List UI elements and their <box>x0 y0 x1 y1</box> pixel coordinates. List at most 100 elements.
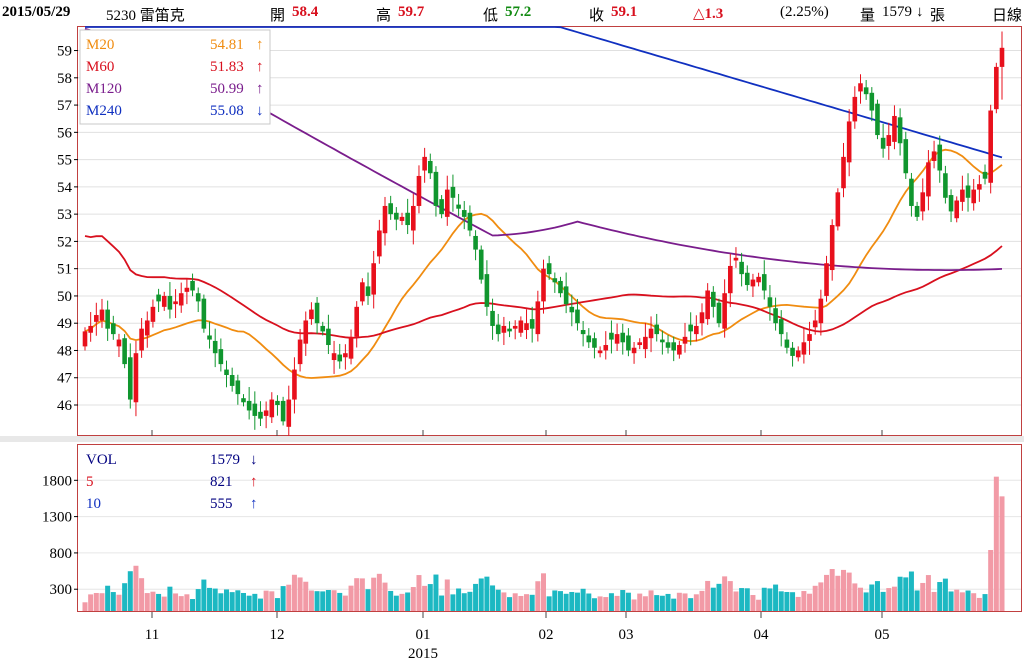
volume-bar-up <box>846 572 852 611</box>
close-value: 59.1 <box>611 4 638 20</box>
volume-bar-down <box>252 593 258 611</box>
candle-down <box>473 235 478 250</box>
candle-up <box>354 306 360 337</box>
candle-up <box>263 410 269 416</box>
volume-bar-up <box>376 573 382 611</box>
candle-up <box>994 66 999 110</box>
volume-bar-down <box>546 596 552 611</box>
candle-down <box>456 204 461 209</box>
candle-up <box>518 320 524 333</box>
volume-bar-down <box>433 574 439 611</box>
volume-bar-down <box>942 578 948 611</box>
candle-down <box>744 272 750 286</box>
price-tick-label: 52 <box>57 234 72 250</box>
volume-bar-down <box>473 583 479 611</box>
stock-name: 5230 雷笛克 <box>106 8 185 24</box>
candle-up <box>920 192 926 212</box>
candle-down <box>275 400 280 406</box>
volume-bar-down <box>767 588 773 611</box>
candle-down <box>711 291 716 307</box>
x-tick-label: 04 <box>754 627 770 643</box>
volume-bar-up <box>852 583 858 611</box>
candle-up <box>699 312 705 324</box>
candle-up <box>524 323 529 331</box>
candle-down <box>229 375 235 386</box>
low-value: 57.2 <box>505 4 532 20</box>
price-tick-label: 57 <box>57 98 73 114</box>
volume-bar-down <box>874 581 880 611</box>
candle-down <box>218 349 224 365</box>
volume-tick-label: 800 <box>50 546 73 562</box>
volume-bar-up <box>954 589 960 611</box>
volume-bar-up <box>648 590 654 611</box>
volume-bar-down <box>393 595 399 611</box>
volume-bar-up <box>541 573 546 611</box>
x-tick-label: 02 <box>539 627 554 643</box>
price-tick-label: 46 <box>57 398 73 414</box>
volume-bar-down <box>167 586 173 611</box>
open-value: 58.4 <box>292 4 319 20</box>
volume-bar-up <box>999 496 1005 611</box>
volume-bar-down <box>274 598 280 611</box>
candle-up <box>94 315 99 322</box>
candle-down <box>784 339 790 348</box>
candle-down <box>433 171 439 206</box>
volume-bar-up <box>82 602 88 611</box>
volume-bar-down <box>784 591 790 611</box>
ma-legend-arrow: ↓ <box>256 103 264 119</box>
volume-legend-arrow: ↑ <box>250 496 258 512</box>
candle-up <box>988 110 993 183</box>
volume-value: 1579 <box>882 4 912 20</box>
volume-bar-up <box>891 586 897 611</box>
volume-bar-down <box>156 593 162 611</box>
candle-up <box>399 216 405 221</box>
volume-bar-down <box>869 584 875 611</box>
candle-down <box>761 274 767 291</box>
candle-down <box>546 263 552 275</box>
candle-up <box>133 353 139 403</box>
candle-down <box>773 308 778 324</box>
volume-bar-up <box>637 593 643 611</box>
volume-bar-up <box>988 550 994 611</box>
candle-up <box>150 306 156 322</box>
candle-up <box>116 339 122 347</box>
volume-bar-down <box>507 597 513 611</box>
ma-legend-arrow: ↑ <box>256 59 264 75</box>
volume-bar-up <box>829 569 835 611</box>
candle-down <box>439 199 444 215</box>
volume-bar-up <box>676 592 682 611</box>
volume-bar-down <box>201 579 207 611</box>
volume-legend-value: 555 <box>210 496 233 512</box>
volume-bar-up <box>139 578 145 611</box>
volume-bar-down <box>665 593 671 611</box>
volume-bar-up <box>993 476 999 611</box>
candle-down <box>201 298 207 329</box>
candle-down <box>609 332 614 340</box>
ma-legend-value: 50.99 <box>210 81 244 97</box>
candle-up <box>184 287 190 292</box>
ma-legend-value: 51.83 <box>210 59 244 75</box>
volume-bar-up <box>286 584 292 611</box>
volume-legend-arrow: ↓ <box>250 452 258 468</box>
x-tick-label: 03 <box>619 627 634 643</box>
volume-bar-down <box>897 576 903 611</box>
candle-up <box>297 339 303 365</box>
candle-up <box>931 151 937 161</box>
volume-bar-up <box>824 574 830 611</box>
volume-bar-down <box>982 594 988 611</box>
candle-down <box>948 195 954 212</box>
candle-up <box>597 350 603 354</box>
candle-up <box>812 320 818 328</box>
candle-up <box>269 399 275 418</box>
volume-bar-down <box>620 590 626 611</box>
candle-down <box>914 205 920 217</box>
candle-up <box>835 192 841 227</box>
volume-bar-up <box>371 577 377 611</box>
candle-up <box>309 309 314 320</box>
volume-bar-down <box>110 592 116 611</box>
candle-down <box>592 338 597 348</box>
volume-bar-down <box>439 595 445 611</box>
volume-bar-up <box>841 569 847 611</box>
candle-up <box>411 205 416 231</box>
candle-up <box>756 276 761 283</box>
